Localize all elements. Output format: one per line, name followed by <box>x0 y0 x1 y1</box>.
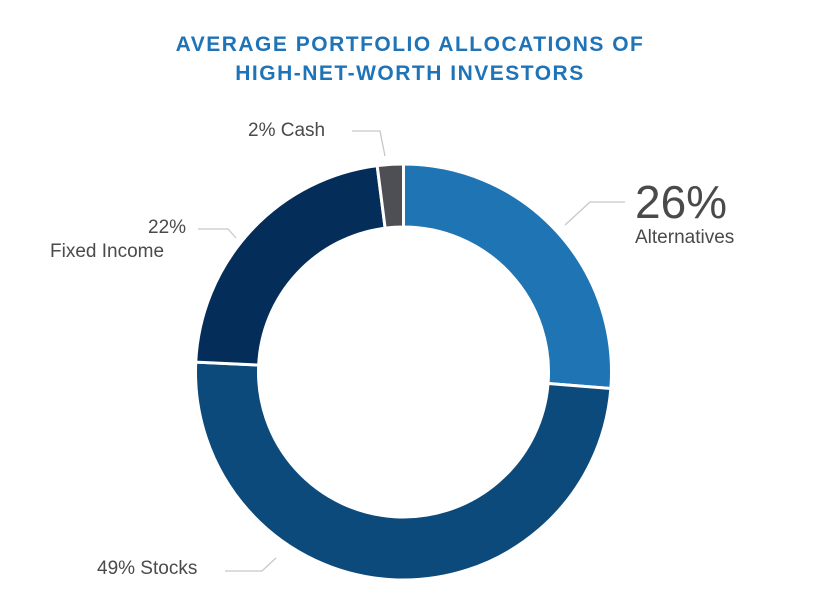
leader-line-fixed-income <box>198 228 237 239</box>
label-fixed-income-name: Fixed Income <box>50 241 165 262</box>
slice-cash <box>375 162 405 230</box>
chart-title: AVERAGE PORTFOLIO ALLOCATIONS OF HIGH-NE… <box>0 30 820 88</box>
label-alternatives-pct: 26% <box>635 176 728 228</box>
label-fixed-income-pct: 22% <box>148 217 187 238</box>
title-line-1: AVERAGE PORTFOLIO ALLOCATIONS OF <box>175 33 645 56</box>
slice-fixed-income <box>194 163 387 367</box>
label-cash: 2% Cash <box>248 120 326 141</box>
title-line-2: HIGH-NET-WORTH INVESTORS <box>235 62 585 85</box>
label-fixed-income: 22% Fixed Income <box>50 216 186 264</box>
label-stocks: 49% Stocks <box>97 558 198 579</box>
label-alternatives-name: Alternatives <box>635 227 735 248</box>
leader-line-stocks <box>225 557 277 572</box>
leader-line-cash <box>352 130 386 157</box>
slice-alternatives <box>402 162 613 391</box>
slice-stocks <box>194 360 613 582</box>
leader-line-alternatives <box>564 201 625 226</box>
label-alternatives: 26% Alternatives <box>635 178 734 250</box>
